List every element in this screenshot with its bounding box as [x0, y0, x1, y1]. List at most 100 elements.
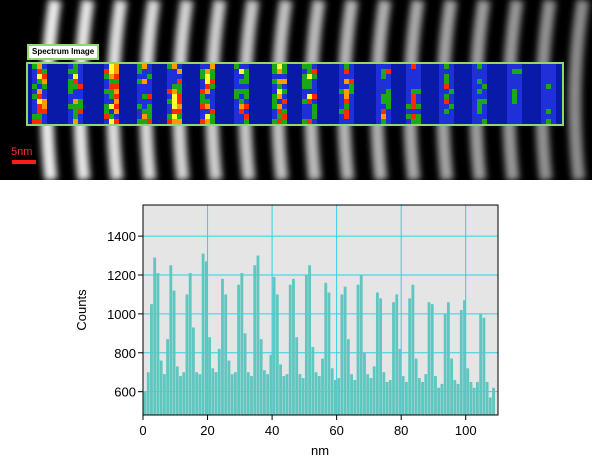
heatmap-cell	[32, 69, 37, 74]
bar	[295, 337, 299, 415]
heatmap-cell	[167, 64, 172, 69]
heatmap-cell	[104, 64, 109, 69]
heatmap-cell	[477, 119, 482, 124]
heatmap-cell	[517, 79, 522, 84]
heatmap-cell	[147, 99, 152, 104]
bar	[298, 374, 302, 415]
heatmap-cell	[512, 69, 517, 74]
heatmap-cell	[68, 84, 73, 89]
heatmap-cell	[32, 119, 37, 124]
heatmap-cell	[381, 119, 386, 124]
heatmap-cell	[239, 109, 244, 114]
heatmap-cell	[167, 69, 172, 74]
heatmap-cell	[512, 114, 517, 119]
heatmap-cell	[68, 89, 73, 94]
heatmap-cell	[114, 69, 119, 74]
heatmap-cell	[472, 94, 477, 99]
heatmap-cell	[42, 109, 47, 114]
bar	[272, 276, 276, 415]
heatmap-cell	[551, 69, 556, 74]
heatmap-cell	[344, 99, 349, 104]
heatmap-cell	[234, 109, 239, 114]
heatmap-cell	[109, 109, 114, 114]
heatmap-cell	[449, 94, 454, 99]
heatmap-cell	[205, 109, 210, 114]
heatmap-cell	[477, 94, 482, 99]
heatmap-cell	[507, 69, 512, 74]
bar	[372, 366, 376, 415]
heatmap-cell	[37, 114, 42, 119]
heatmap-cell	[37, 64, 42, 69]
heatmap-cell	[444, 99, 449, 104]
heatmap-cell	[302, 69, 307, 74]
bar	[414, 358, 418, 415]
heatmap-cell	[381, 99, 386, 104]
heatmap-cell	[411, 69, 416, 74]
bar	[143, 391, 147, 415]
heatmap-cell	[477, 99, 482, 104]
bar	[430, 304, 434, 415]
heatmap-cell	[386, 94, 391, 99]
bar	[482, 317, 486, 415]
heatmap-cell	[104, 89, 109, 94]
bar	[304, 275, 308, 415]
heatmap-cell	[416, 74, 421, 79]
heatmap-cell	[551, 79, 556, 84]
heatmap-cell	[109, 94, 114, 99]
heatmap-cell	[205, 64, 210, 69]
bar	[314, 372, 318, 415]
heatmap-cell	[78, 104, 83, 109]
heatmap-cell	[210, 89, 215, 94]
heatmap-cell	[307, 69, 312, 74]
bar	[450, 358, 454, 415]
heatmap-cell	[239, 74, 244, 79]
heatmap-cell	[42, 94, 47, 99]
micrograph-image: Spectrum Image 5nm	[0, 0, 592, 180]
heatmap-cell	[205, 94, 210, 99]
heatmap-cell	[386, 114, 391, 119]
heatmap-cell	[312, 104, 317, 109]
heatmap-cell	[386, 74, 391, 79]
heatmap-cell	[349, 109, 354, 114]
heatmap-cell	[406, 104, 411, 109]
heatmap-cell	[104, 104, 109, 109]
heatmap-cell	[114, 94, 119, 99]
heatmap-cell	[32, 84, 37, 89]
heatmap-cell	[282, 79, 287, 84]
heatmap-cell	[507, 89, 512, 94]
heatmap-cell	[472, 64, 477, 69]
heatmap-cell	[272, 64, 277, 69]
heatmap-cell	[551, 109, 556, 114]
heatmap-cell	[546, 89, 551, 94]
heatmap-cell	[32, 94, 37, 99]
heatmap-cell	[482, 94, 487, 99]
heatmap-cell	[349, 74, 354, 79]
heatmap-cell	[142, 79, 147, 84]
heatmap-cell	[272, 94, 277, 99]
heatmap-cell	[339, 94, 344, 99]
heatmap-cell	[302, 114, 307, 119]
heatmap-cell	[541, 74, 546, 79]
heatmap-cell	[349, 89, 354, 94]
heatmap-cell	[546, 79, 551, 84]
bar	[346, 339, 350, 415]
bar	[259, 339, 263, 415]
heatmap-cell	[200, 104, 205, 109]
heatmap-cell	[32, 104, 37, 109]
bar	[227, 360, 231, 415]
heatmap-cell	[78, 94, 83, 99]
heatmap-cell	[339, 99, 344, 104]
heatmap-cell	[205, 89, 210, 94]
heatmap-cell	[482, 114, 487, 119]
heatmap-cell	[444, 69, 449, 74]
heatmap-cell	[114, 114, 119, 119]
heatmap-cell	[177, 79, 182, 84]
heatmap-cell	[376, 89, 381, 94]
heatmap-cell	[104, 114, 109, 119]
heatmap-cell	[411, 109, 416, 114]
heatmap-cell	[142, 94, 147, 99]
heatmap-cell	[477, 84, 482, 89]
heatmap-cell	[541, 114, 546, 119]
x-axis-title: nm	[311, 443, 329, 458]
bar	[282, 376, 286, 415]
